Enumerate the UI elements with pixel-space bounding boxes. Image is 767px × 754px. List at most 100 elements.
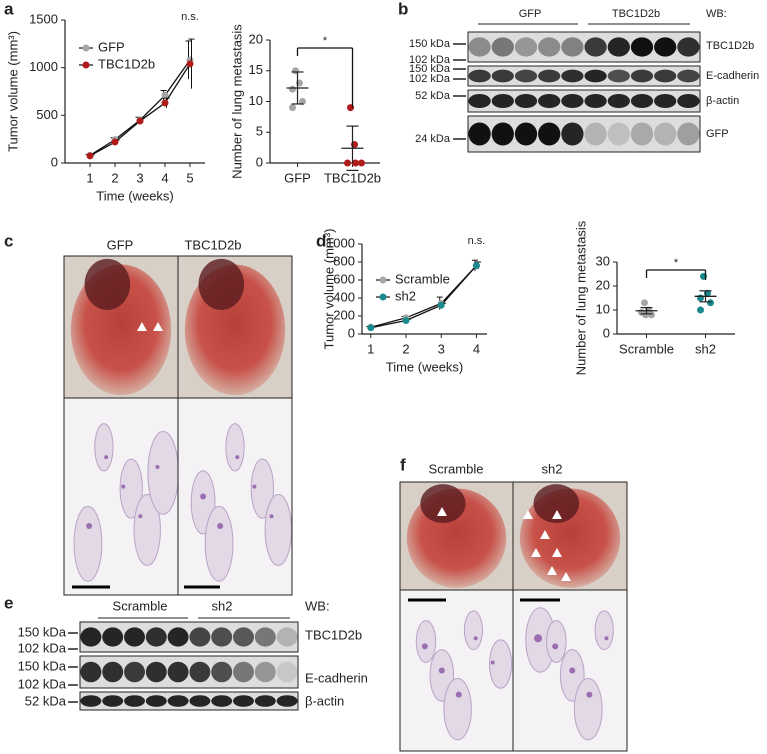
- blot-band: [514, 122, 538, 146]
- histology-spot: [252, 484, 257, 489]
- data-point: [299, 98, 306, 105]
- y-tick-label: 600: [333, 271, 355, 286]
- data-point: [161, 99, 169, 107]
- y-tick-label: 500: [36, 107, 58, 122]
- data-point: [111, 138, 119, 146]
- mw-marker: 102 kDa: [409, 73, 451, 85]
- arrowhead: [153, 322, 163, 331]
- y-tick-label: 0: [348, 325, 355, 340]
- y-tick-label: 0: [51, 154, 58, 169]
- blot-band: [677, 37, 700, 57]
- blot-band: [145, 627, 167, 647]
- blot-band: [677, 69, 700, 83]
- series-line: [370, 265, 477, 329]
- group-label: GFP: [107, 237, 134, 252]
- x-tick-label: 4: [161, 170, 168, 185]
- blot-band: [233, 695, 254, 707]
- arrowhead: [547, 566, 557, 575]
- protein-label: E-cadherin: [305, 670, 368, 685]
- tissue-photo: [533, 484, 580, 524]
- wb-label: WB:: [706, 8, 727, 20]
- legend-label: Scramble: [395, 271, 450, 286]
- arrowhead: [552, 548, 562, 557]
- y-tick-label: 0: [603, 325, 610, 340]
- blot-band: [189, 695, 211, 707]
- histology-lobe: [443, 678, 472, 741]
- data-point: [289, 85, 296, 93]
- histology-lobe: [147, 430, 179, 515]
- legend-label: TBC1D2b: [98, 56, 155, 71]
- blot-band: [468, 69, 491, 83]
- mw-marker: 150 kDa: [409, 63, 451, 75]
- histology-lobe: [119, 458, 143, 519]
- y-tick-label: 30: [596, 253, 610, 268]
- blot-band: [145, 661, 167, 683]
- blot-band: [538, 122, 561, 146]
- x-axis-label: Time (weeks): [96, 188, 174, 203]
- histology-spot: [552, 643, 559, 650]
- data-point: [344, 159, 351, 167]
- y-tick-label: 400: [333, 289, 355, 304]
- histology-spot: [86, 523, 93, 530]
- blot-band: [211, 627, 233, 647]
- y-tick-label: 10: [249, 93, 263, 108]
- tissue-photo: [420, 484, 466, 524]
- data-point: [697, 294, 704, 302]
- histology-lobe: [250, 458, 275, 519]
- blot-band: [654, 69, 677, 83]
- blot-band: [561, 93, 584, 109]
- blot-band: [654, 93, 677, 109]
- blot-band: [514, 37, 538, 57]
- blot-band: [491, 69, 514, 83]
- y-tick-label: 20: [249, 31, 263, 46]
- arrowhead: [561, 572, 571, 581]
- blot-band: [491, 93, 514, 109]
- blot-band: [167, 661, 189, 683]
- data-point: [289, 104, 296, 112]
- blot-band: [514, 93, 538, 109]
- y-tick-label: 1000: [326, 235, 355, 250]
- blot-band: [211, 661, 233, 683]
- blot-band: [276, 627, 298, 647]
- series-line: [89, 59, 191, 156]
- blot-band: [189, 661, 211, 683]
- histology-spot: [155, 464, 160, 469]
- histology-spot: [569, 667, 576, 674]
- mw-marker: 102 kDa: [409, 54, 451, 66]
- wb-label: WB:: [305, 598, 330, 613]
- group-label: TBC1D2b: [184, 237, 241, 252]
- blot-band: [167, 627, 189, 647]
- data-point: [86, 152, 94, 160]
- histology-spot: [104, 455, 109, 460]
- arrowhead: [540, 530, 550, 539]
- group-label: GFP: [519, 8, 542, 20]
- arrowhead: [523, 510, 533, 519]
- y-tick-label: 15: [249, 62, 263, 77]
- data-point: [161, 91, 169, 99]
- histology-spot: [455, 691, 462, 698]
- blot-band: [189, 627, 211, 647]
- blot-band: [630, 37, 654, 57]
- blot-band: [584, 122, 607, 146]
- histology-spot: [604, 636, 609, 641]
- blot-band: [561, 69, 584, 83]
- arrowhead: [552, 510, 562, 519]
- panel-letter: f: [400, 455, 406, 474]
- legend-marker: [82, 61, 90, 69]
- y-tick-label: 20: [596, 277, 610, 292]
- panel-letter: e: [4, 593, 13, 612]
- x-tick-label: 2: [402, 341, 409, 356]
- y-tick-label: 800: [333, 253, 355, 268]
- histology-lobe: [73, 505, 103, 582]
- blot-band: [254, 661, 276, 683]
- blot-band: [167, 695, 189, 707]
- x-tick-label: TBC1D2b: [324, 170, 381, 185]
- data-point: [358, 159, 365, 167]
- data-point: [641, 299, 648, 307]
- x-tick-label: 5: [186, 170, 193, 185]
- blot-band: [276, 661, 298, 683]
- blot-band: [584, 69, 607, 83]
- mw-marker: 150 kDa: [409, 38, 451, 50]
- data-point: [136, 117, 144, 125]
